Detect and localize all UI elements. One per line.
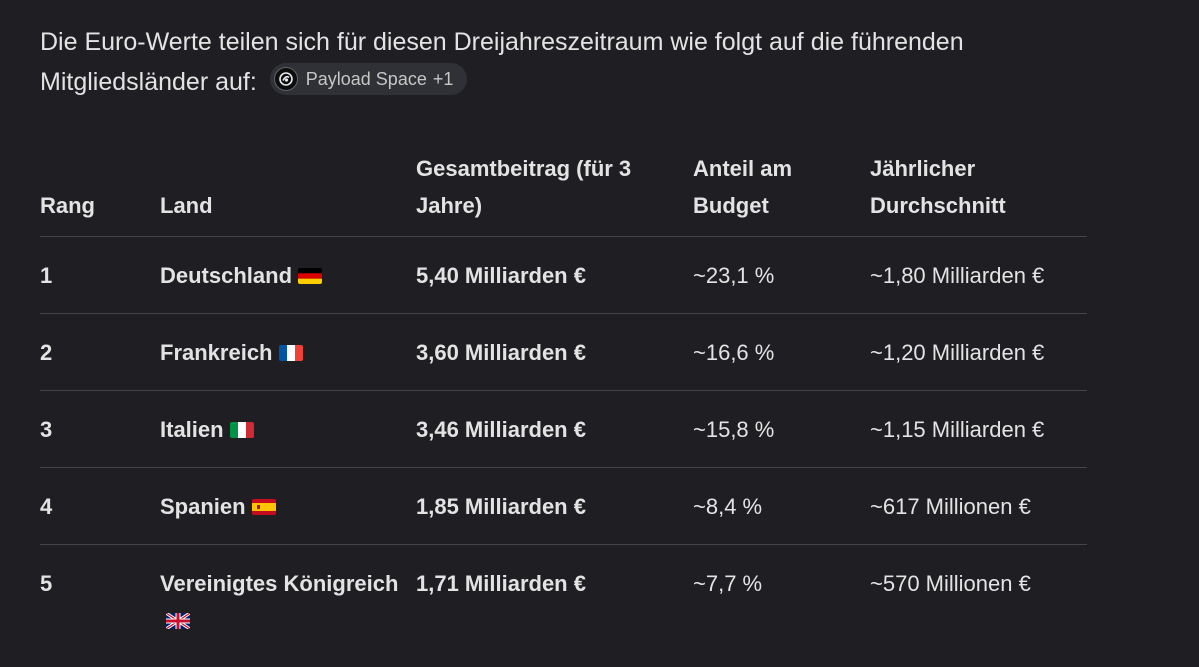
share-cell: ~15,8 % xyxy=(693,390,870,468)
italy-flag-icon xyxy=(229,422,254,438)
intro-text: Die Euro-Werte teilen sich für diesen Dr… xyxy=(40,28,964,96)
country-name: Vereinigtes Königreich xyxy=(160,571,399,596)
annual-cell: ~1,20 Milliarden € xyxy=(870,313,1087,391)
annual-cell: ~617 Millionen € xyxy=(870,467,1087,545)
country-cell: Italien xyxy=(160,390,416,468)
rank-cell: 2 xyxy=(40,313,160,391)
total-cell: 3,60 Milliarden € xyxy=(416,313,693,391)
rank-cell: 3 xyxy=(40,390,160,468)
source-chip[interactable]: Payload Space +1 xyxy=(269,63,468,95)
payload-space-logo-icon xyxy=(273,67,298,91)
rank-cell: 1 xyxy=(40,236,160,314)
table-row: 4 Spanien 1,85 Milliarden € ~8,4 % ~617 … xyxy=(40,467,1087,545)
table-row: 5 Vereinigtes Königreich 1,71 Milliarden… xyxy=(40,545,1087,659)
share-cell: ~7,7 % xyxy=(693,571,763,596)
rank-cell: 4 xyxy=(40,467,160,545)
country-cell: Deutschland xyxy=(160,236,416,314)
annual-cell: ~1,15 Milliarden € xyxy=(870,390,1087,468)
header-country: Land xyxy=(160,150,416,237)
annual-cell: ~570 Millionen € xyxy=(870,571,1031,596)
country-cell: Spanien xyxy=(160,467,416,545)
header-share: Anteil am Budget xyxy=(693,150,870,237)
contribution-table: Rang Land Gesamtbeitrag (für 3 Jahre) An… xyxy=(40,150,1087,658)
source-chip-label: Payload Space xyxy=(305,69,427,89)
country-name: Deutschland xyxy=(160,263,293,288)
uk-flag-icon xyxy=(166,613,190,629)
rank-cell: 5 xyxy=(40,571,53,596)
spain-flag-icon xyxy=(251,499,276,515)
germany-flag-icon xyxy=(298,268,323,284)
table-row: 2 Frankreich 3,60 Milliarden € ~16,6 % ~… xyxy=(40,313,1087,391)
table-header-row: Rang Land Gesamtbeitrag (für 3 Jahre) An… xyxy=(40,150,1087,237)
total-cell: 1,85 Milliarden € xyxy=(416,467,693,545)
country-cell: Frankreich xyxy=(160,313,416,391)
header-total: Gesamtbeitrag (für 3 Jahre) xyxy=(416,150,693,237)
country-name: Spanien xyxy=(160,494,246,519)
table-row: 3 Italien 3,46 Milliarden € ~15,8 % ~1,1… xyxy=(40,390,1087,468)
country-name: Italien xyxy=(160,417,224,442)
country-name: Frankreich xyxy=(160,340,273,365)
country-cell: Vereinigtes Königreich xyxy=(160,545,416,659)
total-cell: 1,71 Milliarden € xyxy=(416,571,586,596)
intro-paragraph: Die Euro-Werte teilen sich für diesen Dr… xyxy=(40,22,1080,102)
total-cell: 3,46 Milliarden € xyxy=(416,390,693,468)
share-cell: ~16,6 % xyxy=(693,313,870,391)
total-cell: 5,40 Milliarden € xyxy=(416,236,693,314)
header-rank: Rang xyxy=(40,150,160,237)
share-cell: ~23,1 % xyxy=(693,236,870,314)
annual-cell: ~1,80 Milliarden € xyxy=(870,236,1087,314)
table-row: 1 Deutschland 5,40 Milliarden € ~23,1 % … xyxy=(40,236,1087,314)
france-flag-icon xyxy=(278,345,303,361)
source-chip-count: +1 xyxy=(432,69,454,89)
header-annual: Jährlicher Durchschnitt xyxy=(870,150,1087,237)
share-cell: ~8,4 % xyxy=(693,467,870,545)
